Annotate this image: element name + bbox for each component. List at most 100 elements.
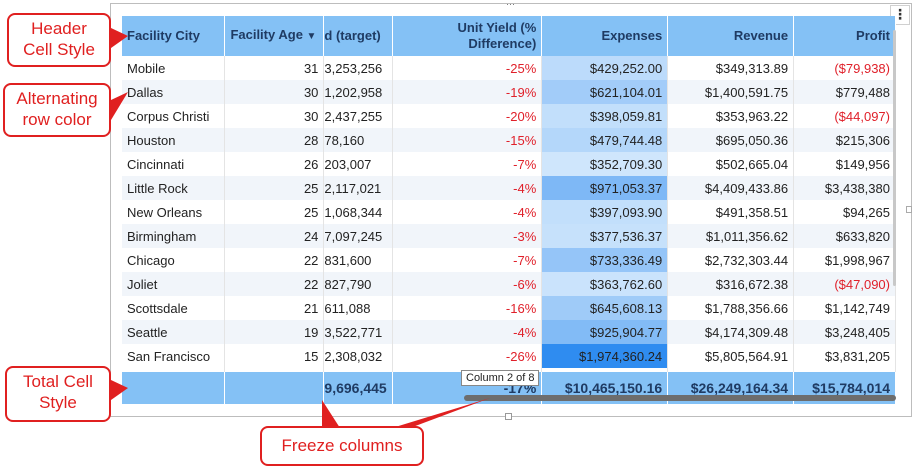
- cell-revenue: $1,011,356.62: [667, 224, 795, 248]
- cell-revenue: $349,313.89: [667, 56, 795, 80]
- cell-revenue: $2,732,303.44: [667, 248, 795, 272]
- cell-city: Little Rock: [122, 176, 226, 200]
- cell-profit: ($44,097): [793, 104, 896, 128]
- cell-profit: $3,438,380: [793, 176, 896, 200]
- cell-profit: $633,820: [793, 224, 896, 248]
- cell-unit-yield: -16%: [392, 296, 543, 320]
- cell-age: 28: [224, 128, 325, 152]
- cell-unit-yield: -4%: [392, 176, 543, 200]
- table-row[interactable]: Joliet 22 827,790 -6% $363,762.60 $316,672.38…: [122, 272, 896, 296]
- cell-unit-yield: -4%: [392, 320, 543, 344]
- cell-expenses: $429,252.00: [541, 56, 669, 80]
- spacer-cell: [323, 368, 393, 372]
- cell-target: 7,097,245: [323, 224, 393, 248]
- cell-city: Joliet: [122, 272, 226, 296]
- cell-city: Scottsdale: [122, 296, 226, 320]
- table-row[interactable]: Scottsdale 21 611,088 -16% $645,608.13 $1,788…: [122, 296, 896, 320]
- cell-age: 31: [224, 56, 325, 80]
- table-row[interactable]: New Orleans 25 1,068,344 -4% $397,093.90 $491…: [122, 200, 896, 224]
- cell-unit-yield: -20%: [392, 104, 543, 128]
- resize-handle-right[interactable]: [906, 206, 912, 213]
- cell-city: Dallas: [122, 80, 226, 104]
- cell-profit: ($47,090): [793, 272, 896, 296]
- spacer-cell: [667, 368, 795, 372]
- column-header-expenses[interactable]: Expenses: [541, 16, 669, 56]
- cell-target: 203,007: [323, 152, 393, 176]
- table-row[interactable]: Houston 28 78,160 -15% $479,744.48 $695,050.3…: [122, 128, 896, 152]
- cell-expenses: $363,762.60: [541, 272, 669, 296]
- sort-descending-icon[interactable]: ▼: [306, 31, 317, 42]
- cell-city: Seattle: [122, 320, 226, 344]
- cell-revenue: $4,174,309.48: [667, 320, 795, 344]
- cell-revenue: $5,805,564.91: [667, 344, 795, 368]
- cell-target: 2,117,021: [323, 176, 393, 200]
- cell-target: 831,600: [323, 248, 393, 272]
- cell-target: 3,253,256: [323, 56, 393, 80]
- table-row[interactable]: Chicago 22 831,600 -7% $733,336.49 $2,732,303…: [122, 248, 896, 272]
- cell-expenses: $971,053.37: [541, 176, 669, 200]
- cell-profit: $3,831,205: [793, 344, 896, 368]
- table-row[interactable]: San Francisco 15 2,308,032 -26% $1,974,360.2…: [122, 344, 896, 368]
- cell-unit-yield: -7%: [392, 152, 543, 176]
- cell-expenses: $352,709.30: [541, 152, 669, 176]
- cell-age: 30: [224, 104, 325, 128]
- cell-expenses: $925,904.77: [541, 320, 669, 344]
- column-header-unit-yield[interactable]: Unit Yield (% Difference): [392, 16, 543, 56]
- cell-expenses: $621,104.01: [541, 80, 669, 104]
- column-header-target[interactable]: d (target): [323, 16, 393, 56]
- table-row[interactable]: Dallas 30 1,202,958 -19% $621,104.01 $1,400,5…: [122, 80, 896, 104]
- scroll-position-tooltip: Column 2 of 8: [461, 370, 540, 386]
- spacer-cell: [122, 368, 226, 372]
- column-header-profit[interactable]: Profit: [793, 16, 896, 56]
- cell-target: 2,437,255: [323, 104, 393, 128]
- cell-expenses: $397,093.90: [541, 200, 669, 224]
- table-row[interactable]: Cincinnati 26 203,007 -7% $352,709.30 $502,66…: [122, 152, 896, 176]
- table-row[interactable]: Birmingham 24 7,097,245 -3% $377,536.37 $1,01…: [122, 224, 896, 248]
- cell-age: 22: [224, 272, 325, 296]
- cell-target: 3,522,771: [323, 320, 393, 344]
- spacer-cell: [793, 368, 896, 372]
- cell-expenses: $377,536.37: [541, 224, 669, 248]
- cell-revenue: $491,358.51: [667, 200, 795, 224]
- cell-city: Chicago: [122, 248, 226, 272]
- arrow-freeze-left: [322, 400, 340, 428]
- column-header-facility-city[interactable]: Facility City: [122, 16, 226, 56]
- table-row[interactable]: Corpus Christi 30 2,437,255 -20% $398,059.81…: [122, 104, 896, 128]
- cell-expenses: $479,744.48: [541, 128, 669, 152]
- cell-unit-yield: -6%: [392, 272, 543, 296]
- cell-unit-yield: -3%: [392, 224, 543, 248]
- callout-header-cell-style: Header Cell Style: [7, 13, 111, 67]
- cell-profit: $149,956: [793, 152, 896, 176]
- cell-target: 78,160: [323, 128, 393, 152]
- table-row[interactable]: Mobile 31 3,253,256 -25% $429,252.00 $349,313…: [122, 56, 896, 80]
- column-header-revenue[interactable]: Revenue: [667, 16, 795, 56]
- cell-age: 15: [224, 344, 325, 368]
- callout-total-cell-style: Total Cell Style: [5, 366, 111, 422]
- resize-handle-top[interactable]: ⋯: [506, 0, 515, 9]
- arrow-header: [111, 28, 128, 48]
- cell-age: 19: [224, 320, 325, 344]
- cell-unit-yield: -26%: [392, 344, 543, 368]
- cell-target: 1,202,958: [323, 80, 393, 104]
- cell-revenue: $353,963.22: [667, 104, 795, 128]
- cell-unit-yield: -4%: [392, 200, 543, 224]
- total-cell-age: [224, 372, 325, 404]
- cell-revenue: $1,788,356.66: [667, 296, 795, 320]
- table-row[interactable]: Little Rock 25 2,117,021 -4% $971,053.37 $4,4…: [122, 176, 896, 200]
- table-row[interactable]: Seattle 19 3,522,771 -4% $925,904.77 $4,174,3…: [122, 320, 896, 344]
- spacer-cell: [541, 368, 669, 372]
- resize-handle-bottom[interactable]: [505, 413, 512, 420]
- vertical-scrollbar[interactable]: [893, 30, 896, 286]
- cell-target: 827,790: [323, 272, 393, 296]
- cell-profit: $779,488: [793, 80, 896, 104]
- column-header-facility-age[interactable]: Facility Age ▼: [224, 16, 325, 56]
- cell-profit: $1,998,967: [793, 248, 896, 272]
- horizontal-scrollbar[interactable]: [464, 395, 896, 401]
- cell-age: 25: [224, 200, 325, 224]
- cell-target: 2,308,032: [323, 344, 393, 368]
- cell-age: 30: [224, 80, 325, 104]
- cell-target: 1,068,344: [323, 200, 393, 224]
- cell-revenue: $4,409,433.86: [667, 176, 795, 200]
- cell-unit-yield: -19%: [392, 80, 543, 104]
